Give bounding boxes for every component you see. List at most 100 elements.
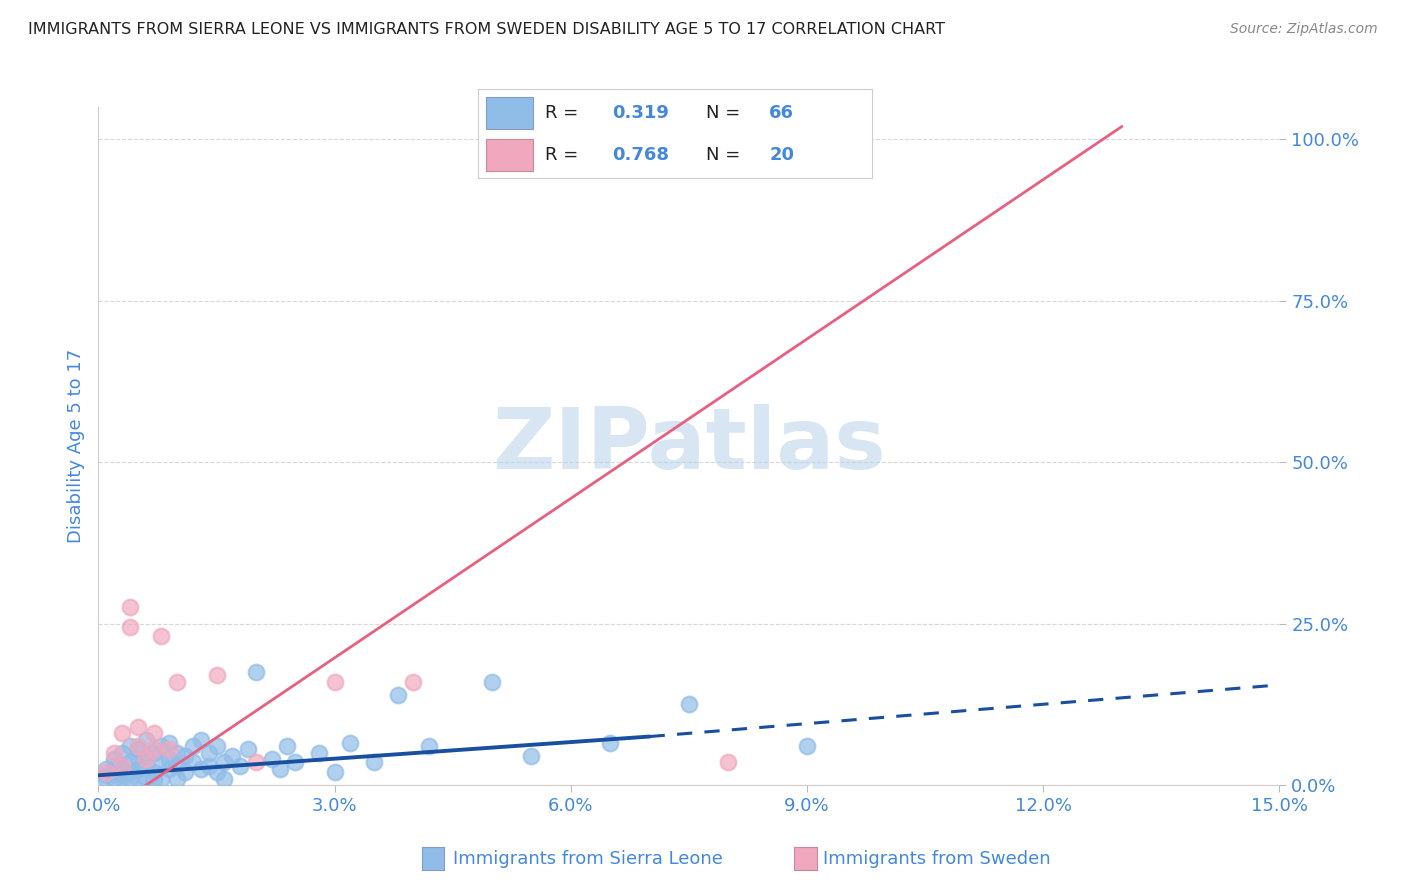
- Point: [142, 765, 165, 780]
- Point: [190, 732, 212, 747]
- Point: [127, 739, 149, 754]
- Point: [323, 765, 346, 780]
- Point: [284, 756, 307, 770]
- Point: [387, 688, 409, 702]
- Point: [118, 600, 141, 615]
- Point: [135, 772, 157, 786]
- Point: [103, 752, 125, 766]
- Point: [481, 674, 503, 689]
- Point: [205, 668, 228, 682]
- Point: [142, 746, 165, 760]
- Text: N =: N =: [706, 104, 747, 122]
- Point: [181, 739, 204, 754]
- Point: [150, 756, 173, 770]
- Point: [103, 772, 125, 786]
- Text: R =: R =: [546, 146, 583, 164]
- Text: Immigrants from Sweden: Immigrants from Sweden: [823, 850, 1050, 868]
- Text: 66: 66: [769, 104, 794, 122]
- Point: [323, 674, 346, 689]
- Point: [118, 739, 141, 754]
- Point: [127, 742, 149, 756]
- Point: [181, 756, 204, 770]
- Point: [142, 742, 165, 756]
- Point: [150, 630, 173, 644]
- Point: [418, 739, 440, 754]
- Point: [111, 758, 134, 772]
- Point: [236, 742, 259, 756]
- Point: [174, 765, 197, 780]
- Point: [150, 739, 173, 754]
- Point: [118, 620, 141, 634]
- Point: [245, 665, 267, 679]
- Text: R =: R =: [546, 104, 583, 122]
- Point: [205, 739, 228, 754]
- Point: [96, 768, 118, 782]
- Point: [276, 739, 298, 754]
- Point: [166, 674, 188, 689]
- Point: [142, 726, 165, 740]
- Point: [166, 746, 188, 760]
- Point: [96, 765, 118, 780]
- Point: [118, 756, 141, 770]
- Text: IMMIGRANTS FROM SIERRA LEONE VS IMMIGRANTS FROM SWEDEN DISABILITY AGE 5 TO 17 CO: IMMIGRANTS FROM SIERRA LEONE VS IMMIGRAN…: [28, 22, 945, 37]
- Text: 0.319: 0.319: [612, 104, 669, 122]
- Point: [118, 765, 141, 780]
- Point: [157, 762, 180, 776]
- Point: [135, 752, 157, 766]
- Point: [835, 132, 858, 146]
- Point: [796, 739, 818, 754]
- Point: [245, 756, 267, 770]
- Point: [157, 752, 180, 766]
- Point: [339, 736, 361, 750]
- Point: [111, 726, 134, 740]
- Point: [174, 748, 197, 763]
- Point: [214, 756, 236, 770]
- Point: [127, 772, 149, 786]
- Point: [111, 768, 134, 782]
- Point: [260, 752, 283, 766]
- Point: [221, 748, 243, 763]
- Point: [205, 765, 228, 780]
- Point: [363, 756, 385, 770]
- Point: [96, 772, 118, 786]
- Point: [135, 758, 157, 772]
- Point: [717, 756, 740, 770]
- Text: Immigrants from Sierra Leone: Immigrants from Sierra Leone: [453, 850, 723, 868]
- Point: [197, 746, 219, 760]
- Point: [135, 732, 157, 747]
- FancyBboxPatch shape: [486, 139, 533, 171]
- Text: N =: N =: [706, 146, 747, 164]
- Text: 0.768: 0.768: [612, 146, 669, 164]
- Point: [142, 772, 165, 786]
- Point: [111, 762, 134, 776]
- Point: [135, 748, 157, 763]
- Point: [150, 772, 173, 786]
- Point: [111, 772, 134, 786]
- Text: Source: ZipAtlas.com: Source: ZipAtlas.com: [1230, 22, 1378, 37]
- Point: [127, 752, 149, 766]
- Point: [166, 758, 188, 772]
- Y-axis label: Disability Age 5 to 17: Disability Age 5 to 17: [66, 349, 84, 543]
- Point: [127, 762, 149, 776]
- Point: [197, 758, 219, 772]
- Text: ZIPatlas: ZIPatlas: [492, 404, 886, 488]
- Point: [103, 758, 125, 772]
- Point: [214, 772, 236, 786]
- Point: [269, 762, 291, 776]
- Point: [103, 765, 125, 780]
- Point: [157, 736, 180, 750]
- Text: 20: 20: [769, 146, 794, 164]
- Point: [678, 698, 700, 712]
- Point: [190, 762, 212, 776]
- Point: [96, 762, 118, 776]
- Point: [127, 720, 149, 734]
- Point: [157, 742, 180, 756]
- Point: [103, 746, 125, 760]
- Point: [308, 746, 330, 760]
- FancyBboxPatch shape: [486, 97, 533, 129]
- Point: [166, 772, 188, 786]
- Point: [118, 772, 141, 786]
- Point: [111, 746, 134, 760]
- Point: [402, 674, 425, 689]
- Point: [520, 748, 543, 763]
